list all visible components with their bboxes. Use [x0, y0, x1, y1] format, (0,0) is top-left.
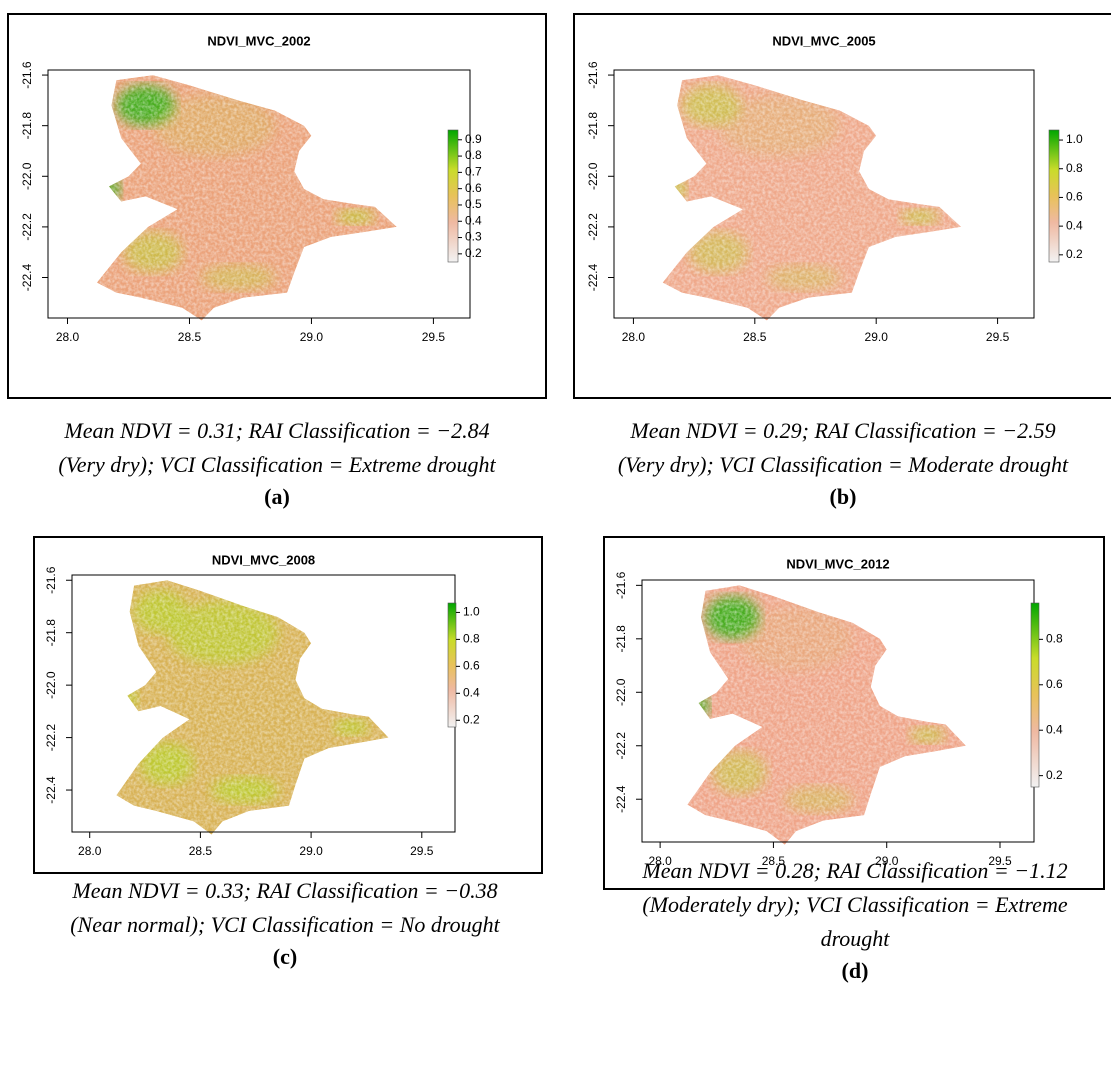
colorbar-tick-label: 0.4	[1066, 218, 1083, 232]
panel-label: (b)	[830, 484, 857, 509]
y-tick-label: -21.6	[586, 61, 600, 89]
y-tick-label: -22.0	[44, 671, 58, 699]
colorbar-tick-label: 0.4	[463, 685, 480, 699]
panel-title: NDVI_MVC_2005	[772, 33, 875, 48]
colorbar-tick-label: 0.2	[463, 712, 480, 726]
colorbar-tick-label: 0.3	[465, 230, 482, 244]
y-tick-label: -22.2	[44, 724, 58, 752]
x-tick-label: 28.5	[762, 854, 786, 868]
caption-line: (Moderately dry); VCI Classification = E…	[642, 892, 1067, 917]
panel-title: NDVI_MVC_2008	[212, 552, 315, 567]
colorbar-tick-label: 0.9	[465, 132, 482, 146]
panel: NDVI_MVC_2002 28.0 28.5 29.0 29.5 -21.6 -21.8 -…	[7, 13, 547, 509]
x-tick-label: 28.5	[189, 844, 213, 858]
x-tick-label: 29.5	[988, 854, 1012, 868]
colorbar-tick-label: 0.2	[1066, 247, 1083, 261]
y-tick-label: -22.4	[586, 264, 600, 292]
colorbar	[447, 602, 457, 728]
caption-line: Mean NDVI = 0.33; RAI Classification = −…	[71, 878, 497, 903]
y-tick-label: -21.8	[20, 112, 34, 140]
caption-line: Mean NDVI = 0.29; RAI Classification = −…	[629, 418, 1055, 443]
y-tick-label: -21.8	[614, 625, 628, 653]
caption-line: (Very dry); VCI Classification = Extreme…	[58, 452, 496, 477]
y-tick-label: -22.0	[614, 678, 628, 706]
colorbar-tick-label: 0.4	[465, 213, 482, 227]
y-tick-label: -21.6	[44, 566, 58, 594]
caption-line: drought	[821, 926, 891, 951]
caption-line: (Very dry); VCI Classification = Moderat…	[618, 452, 1069, 477]
colorbar-tick-label: 0.7	[465, 165, 482, 179]
map	[687, 585, 966, 845]
y-tick-label: -22.2	[586, 213, 600, 241]
x-tick-label: 29.5	[986, 330, 1010, 344]
colorbar-tick-label: 0.2	[465, 246, 482, 260]
colorbar-tick-label: 0.8	[465, 148, 482, 162]
panel: NDVI_MVC_2012 28.0 28.5 29.0 29.5 -21.6 -21.8 -…	[603, 536, 1105, 983]
x-tick-label: 29.5	[410, 844, 434, 858]
colorbar-tick-label: 1.0	[463, 605, 480, 619]
colorbar	[1048, 129, 1060, 263]
map-texture	[662, 75, 962, 318]
y-tick-label: -21.8	[586, 112, 600, 140]
panel-frame	[603, 536, 1105, 890]
colorbar-tick-label: 0.6	[1066, 190, 1083, 204]
map	[116, 580, 389, 835]
caption-line: (Near normal); VCI Classification = No d…	[70, 912, 500, 937]
x-tick-label: 29.5	[422, 330, 446, 344]
panel-frame	[7, 13, 547, 399]
panel-label: (d)	[842, 958, 869, 983]
y-tick-label: -21.8	[44, 619, 58, 647]
panel-frame	[573, 13, 1111, 399]
colorbar-tick-label: 0.8	[463, 632, 480, 646]
colorbar	[447, 129, 459, 263]
panel-frame	[33, 536, 543, 874]
y-tick-label: -22.2	[614, 732, 628, 760]
caption-line: Mean NDVI = 0.31; RAI Classification = −…	[63, 418, 489, 443]
x-tick-label: 29.0	[300, 330, 324, 344]
x-tick-label: 29.0	[875, 854, 899, 868]
y-tick-label: -22.0	[20, 162, 34, 190]
panel-label: (a)	[264, 484, 290, 509]
colorbar-tick-label: 0.6	[1046, 677, 1063, 691]
colorbar-tick-label: 0.6	[465, 181, 482, 195]
plot-box	[613, 69, 1035, 319]
y-tick-label: -22.4	[44, 776, 58, 804]
colorbar-tick-label: 1.0	[1066, 132, 1083, 146]
y-tick-label: -22.4	[20, 264, 34, 292]
y-tick-label: -21.6	[20, 61, 34, 89]
colorbar	[1030, 602, 1040, 788]
x-tick-label: 28.0	[78, 844, 102, 858]
map	[662, 75, 962, 321]
map-texture	[116, 580, 389, 832]
y-tick-label: -22.4	[614, 785, 628, 813]
x-tick-label: 28.0	[648, 854, 672, 868]
colorbar-tick-label: 0.5	[465, 197, 482, 211]
x-tick-label: 28.5	[178, 330, 202, 344]
colorbar-tick-label: 0.4	[1046, 722, 1063, 736]
y-tick-label: -22.2	[20, 213, 34, 241]
x-tick-label: 29.0	[865, 330, 889, 344]
panel: NDVI_MVC_2008 28.0 28.5 29.0 29.5 -21.6 -21.8 -…	[33, 536, 543, 969]
panel-title: NDVI_MVC_2012	[786, 556, 889, 571]
caption-line: Mean NDVI = 0.28; RAI Classification = −…	[641, 858, 1067, 883]
y-tick-label: -22.0	[586, 162, 600, 190]
map-texture	[96, 75, 397, 318]
panel-label: (c)	[273, 944, 297, 969]
colorbar-tick-label: 0.6	[463, 659, 480, 673]
plot-box	[47, 69, 471, 319]
panel-title: NDVI_MVC_2002	[207, 33, 310, 48]
y-tick-label: -21.6	[614, 571, 628, 599]
panel: NDVI_MVC_2005 28.0 28.5 29.0 29.5 -21.6 -21.8 -…	[573, 13, 1111, 509]
colorbar-tick-label: 0.8	[1066, 161, 1083, 175]
x-tick-label: 28.0	[56, 330, 80, 344]
x-tick-label: 29.0	[299, 844, 323, 858]
colorbar-tick-label: 0.2	[1046, 768, 1063, 782]
x-tick-label: 28.0	[622, 330, 646, 344]
x-tick-label: 28.5	[743, 330, 767, 344]
map	[96, 75, 397, 321]
map-texture	[687, 585, 966, 842]
colorbar-tick-label: 0.8	[1046, 632, 1063, 646]
